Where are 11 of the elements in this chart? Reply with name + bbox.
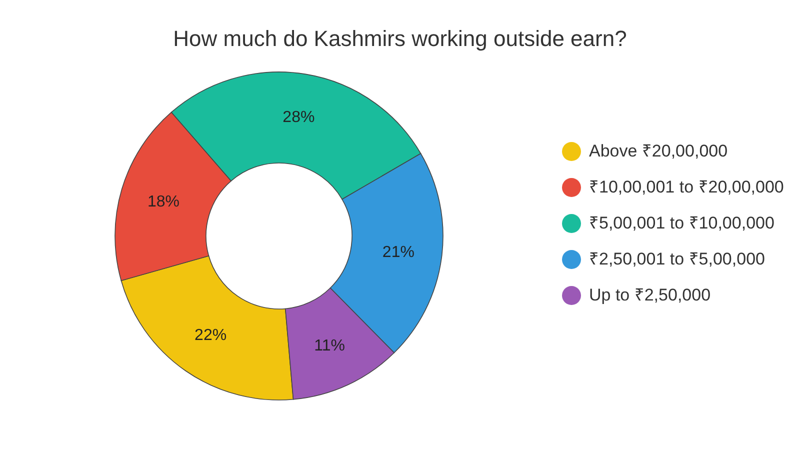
chart-title: How much do Kashmirs working outside earn? <box>173 26 627 51</box>
legend-label: ₹10,00,001 to ₹20,00,000 <box>589 178 784 196</box>
legend-label: Up to ₹2,50,000 <box>589 286 711 304</box>
data-label: 11% <box>314 337 345 354</box>
data-label: 22% <box>194 327 227 344</box>
legend-label: Above ₹20,00,000 <box>589 142 728 160</box>
data-label: 28% <box>282 109 315 126</box>
legend-label: ₹2,50,001 to ₹5,00,000 <box>589 250 765 268</box>
legend-label: ₹5,00,001 to ₹10,00,000 <box>589 214 774 232</box>
data-label: 21% <box>382 244 414 261</box>
data-label: 18% <box>148 194 180 211</box>
